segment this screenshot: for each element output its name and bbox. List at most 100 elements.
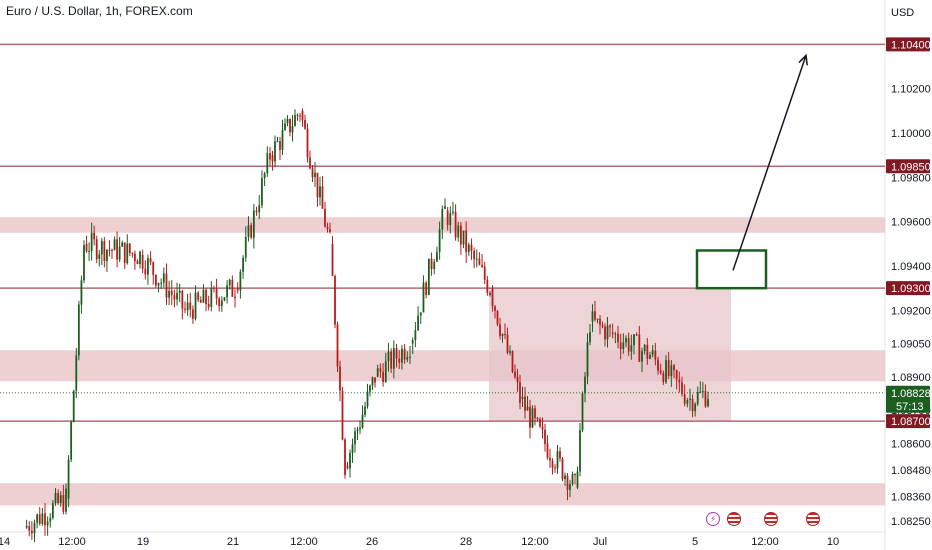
candle-body-249	[670, 365, 673, 377]
y-tick-12: 1.08250	[891, 516, 931, 528]
y-tick-1: 1.10000	[891, 128, 931, 140]
candle-body-73	[215, 288, 218, 299]
candle-body-128	[356, 429, 359, 432]
candle-body-175	[481, 264, 483, 267]
candle-body-212	[574, 474, 576, 476]
candle-body-180	[494, 306, 496, 311]
candle-body-133	[369, 385, 371, 392]
candle-body-72	[213, 287, 215, 289]
candle-body-198	[539, 418, 541, 427]
y-tick-2: 1.09800	[891, 172, 931, 184]
x-tick-10: 12:00	[751, 536, 779, 548]
candle-body-188	[514, 371, 516, 377]
candle-body-106	[301, 110, 304, 121]
candle-body-27	[95, 239, 98, 260]
candle-body-113	[319, 186, 321, 198]
candle-body-110	[311, 168, 314, 178]
candle-body-137	[379, 368, 382, 372]
candle-body-91	[263, 173, 266, 179]
candle-body-157	[433, 261, 436, 270]
candle-body-21	[80, 280, 83, 305]
candle-body-9	[49, 517, 52, 522]
candle-body-108	[306, 128, 309, 158]
candle-body-102	[291, 125, 294, 133]
candle-body-230	[619, 342, 622, 350]
level-tag-0: 1.10400	[891, 39, 931, 51]
candle-body-93	[269, 153, 271, 160]
candle-body-192	[524, 396, 526, 411]
level-tag-3: 1.08700	[891, 416, 931, 428]
candle-body-100	[286, 118, 289, 124]
candle-body-90	[261, 178, 263, 206]
candle-body-32	[108, 249, 111, 251]
candle-body-114	[321, 186, 324, 209]
candle-body-132	[366, 391, 369, 407]
candle-body-131	[364, 406, 366, 415]
candle-body-169	[465, 230, 468, 253]
candle-body-57	[173, 295, 176, 300]
candle-body-260	[699, 391, 702, 393]
candle-body-109	[309, 157, 311, 169]
candle-body-136	[376, 368, 379, 377]
candles-group	[25, 108, 709, 543]
candle-body-203	[551, 460, 554, 468]
candle-body-200	[544, 429, 546, 445]
candle-body-206	[559, 451, 561, 459]
candle-body-224	[604, 326, 606, 340]
candle-body-65	[194, 292, 197, 319]
candle-body-6	[41, 513, 44, 524]
candle-body-92	[266, 153, 269, 174]
candle-body-29	[100, 241, 103, 255]
candle-body-243	[654, 350, 657, 360]
candle-body-164	[452, 211, 454, 213]
candle-body-142	[392, 348, 395, 369]
candle-body-148	[409, 356, 411, 358]
level-tag-bg-1	[886, 159, 930, 174]
candle-body-117	[329, 229, 331, 232]
candle-body-259	[696, 392, 699, 404]
candle-body-107	[304, 120, 306, 129]
candle-body-13	[59, 495, 62, 503]
candle-body-41	[131, 253, 134, 255]
candle-body-134	[371, 377, 374, 386]
candle-body-172	[473, 250, 476, 260]
candle-body-97	[279, 141, 281, 150]
candle-body-105	[299, 115, 301, 117]
candle-body-96	[276, 141, 279, 143]
candle-body-17	[70, 421, 73, 460]
us-flag-icon[interactable]	[764, 512, 778, 526]
candle-body-129	[359, 427, 361, 430]
candle-body-177	[486, 279, 489, 293]
us-flag-icon[interactable]	[806, 512, 820, 526]
candle-body-217	[586, 342, 589, 377]
us-flag-icon[interactable]	[727, 512, 741, 526]
candle-body-165	[454, 211, 457, 238]
candle-body-215	[581, 393, 584, 431]
candle-body-156	[430, 258, 433, 270]
candle-body-185	[506, 334, 509, 353]
candle-body-207	[561, 458, 564, 480]
candle-body-257	[691, 399, 694, 412]
y-tick-11: 1.08360	[891, 492, 931, 504]
y-tick-4: 1.09400	[891, 261, 931, 273]
candle-body-62	[186, 302, 189, 311]
candle-body-43	[136, 261, 139, 265]
candle-body-174	[478, 258, 481, 265]
countdown-tag: 57:13	[896, 401, 924, 413]
candle-body-225	[606, 325, 609, 340]
flash-event-icon[interactable]: ⚡	[706, 512, 720, 526]
y-tick-7: 1.08900	[891, 372, 931, 384]
candle-body-116	[326, 226, 329, 230]
y-tick-9: 1.08600	[891, 438, 931, 450]
candle-body-85	[247, 225, 250, 237]
candle-body-76	[223, 297, 226, 301]
level-tag-bg-3	[886, 414, 930, 429]
candle-body-71	[210, 287, 213, 307]
candle-body-226	[609, 325, 611, 328]
candle-body-83	[242, 257, 244, 272]
candle-body-8	[46, 521, 49, 526]
candle-body-263	[707, 399, 709, 407]
candle-body-95	[274, 141, 276, 162]
